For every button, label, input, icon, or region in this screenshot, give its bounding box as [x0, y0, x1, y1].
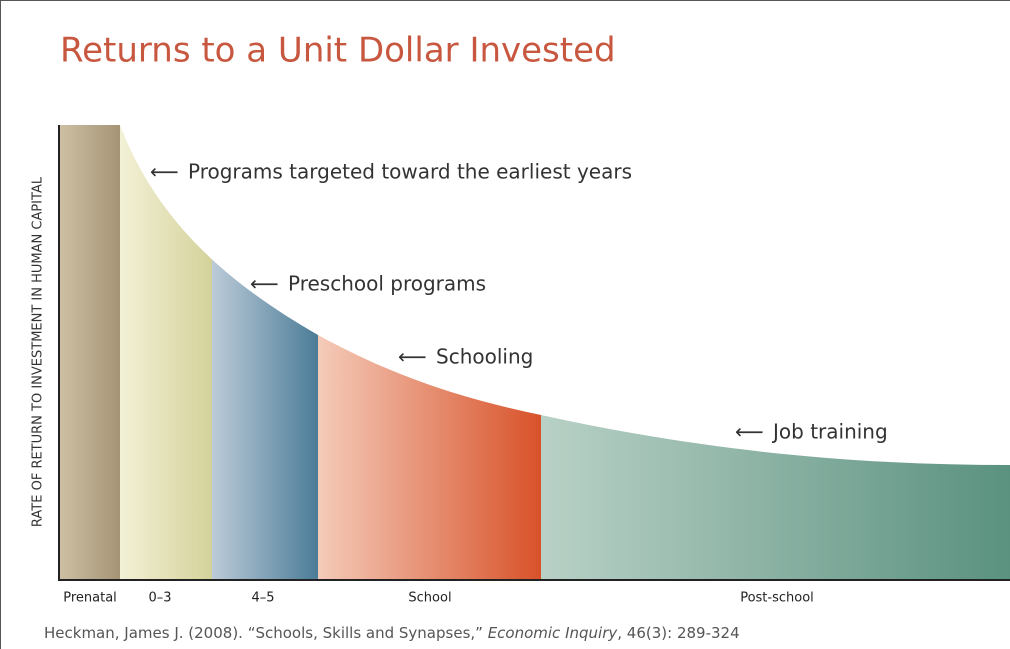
annotation-arrow: ⟵: [150, 160, 179, 184]
stage-band: [212, 125, 318, 580]
stage-band: [541, 125, 1010, 580]
annotation: Programs targeted toward the earliest ye…: [188, 160, 632, 184]
source: Heckman, James J. (2008). “Schools, Skil…: [44, 624, 740, 642]
stage-label: 4–5: [251, 591, 274, 606]
stage-band: [60, 125, 120, 580]
y-axis-label: RATE OF RETURN TO INVESTMENT IN HUMAN CA…: [31, 176, 46, 527]
source-text: , 46(3): 289-324: [617, 624, 739, 642]
stage-label: School: [408, 591, 451, 606]
annotation: Job training: [771, 420, 888, 444]
annotation-arrow: ⟵: [250, 272, 279, 296]
curve-area: [60, 125, 1010, 580]
annotation-arrow: ⟵: [735, 420, 764, 444]
annotation-arrow: ⟵: [398, 345, 427, 369]
source-text: Heckman, James J. (2008). “Schools, Skil…: [44, 624, 488, 642]
stage-band: [120, 125, 212, 580]
annotation: Preschool programs: [288, 272, 486, 296]
annotation: Schooling: [436, 345, 533, 369]
stage-label: Post-school: [740, 591, 814, 606]
source-journal: Economic Inquiry: [488, 624, 619, 642]
stage-label: 0–3: [148, 591, 171, 606]
title: Returns to a Unit Dollar Invested: [60, 31, 616, 71]
stage-label: Prenatal: [63, 591, 117, 606]
